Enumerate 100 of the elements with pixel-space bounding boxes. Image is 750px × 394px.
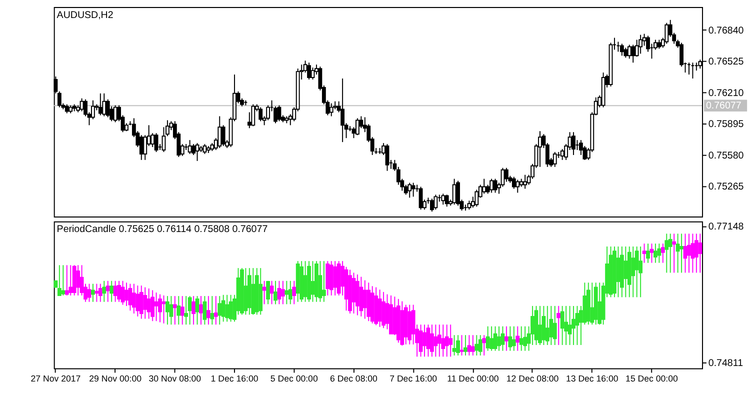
candlestick — [430, 198, 434, 212]
candlestick — [418, 324, 423, 358]
candlestick — [493, 326, 498, 352]
candlestick — [552, 305, 557, 346]
candlestick — [564, 305, 568, 346]
candlestick — [430, 324, 434, 358]
candlestick — [490, 178, 494, 194]
chart-title: AUDUSD,H2 — [56, 10, 114, 21]
candlestick — [139, 134, 144, 160]
x-tick-label: 29 Nov 00:00 — [89, 374, 142, 384]
candlestick — [329, 102, 334, 117]
candlestick — [113, 280, 118, 302]
candlestick — [176, 296, 181, 326]
candlestick — [385, 144, 390, 172]
candlestick — [180, 296, 184, 326]
candlestick — [355, 118, 360, 136]
candlestick — [538, 305, 542, 346]
candlestick — [202, 296, 207, 326]
x-tick-label: 11 Dec 00:00 — [447, 374, 499, 384]
candlestick — [94, 283, 99, 302]
candlestick — [598, 282, 602, 326]
candlestick — [362, 280, 367, 320]
candlestick — [452, 334, 456, 356]
candlestick — [426, 324, 430, 358]
candlestick — [154, 132, 158, 152]
candlestick — [523, 174, 528, 190]
candlestick — [519, 326, 524, 352]
candlestick — [504, 167, 508, 182]
candlestick — [192, 296, 196, 326]
y-tick-label: 0.75895 — [708, 119, 744, 130]
x-tick-label: 13 Dec 16:00 — [566, 374, 618, 384]
candlestick — [218, 116, 222, 149]
chart-title: PeriodCandle 0.75625 0.76114 0.75808 0.76077 — [56, 224, 268, 236]
candlestick — [467, 334, 472, 356]
candlestick — [456, 180, 460, 206]
candlestick — [672, 233, 676, 274]
candlestick — [470, 334, 475, 356]
candlestick — [411, 182, 416, 198]
candlestick — [482, 334, 486, 356]
candlestick — [310, 260, 315, 302]
candlestick — [660, 243, 665, 264]
candlestick — [464, 334, 468, 356]
candlestick — [292, 280, 296, 305]
candlestick — [102, 280, 106, 302]
candlestick — [624, 246, 628, 298]
candlestick — [139, 285, 144, 320]
candlestick — [359, 276, 364, 317]
candlestick — [646, 243, 650, 264]
candlestick — [110, 280, 114, 302]
candlestick — [556, 305, 561, 346]
candlestick — [251, 104, 256, 127]
candlestick — [683, 233, 688, 274]
candlestick — [202, 144, 207, 154]
candlestick — [631, 246, 636, 298]
candlestick — [102, 92, 106, 117]
candlestick — [638, 246, 643, 298]
candlestick — [474, 189, 479, 208]
candlestick — [106, 280, 110, 302]
candlestick — [221, 294, 226, 322]
candlestick — [512, 326, 516, 352]
candlestick — [542, 305, 546, 346]
candlestick — [418, 186, 423, 210]
x-tick-label: 12 Dec 08:00 — [506, 374, 559, 384]
candlestick — [143, 286, 148, 320]
candlestick — [274, 280, 278, 305]
candlestick — [516, 326, 520, 352]
x-tick-label: 5 Dec 00:00 — [270, 374, 318, 384]
candlestick — [698, 233, 702, 274]
candlestick — [444, 194, 449, 208]
y-tick-label: 0.75265 — [708, 182, 744, 193]
candlestick — [270, 280, 274, 305]
candlestick — [676, 233, 680, 274]
candlestick — [497, 326, 501, 352]
ref-line-label: 0.76077 — [706, 100, 742, 112]
candlestick — [195, 296, 200, 326]
candlestick — [650, 243, 654, 264]
x-tick-label: 6 Dec 08:00 — [330, 374, 378, 384]
candlestick — [422, 324, 426, 358]
candlestick — [690, 233, 695, 274]
candlestick — [124, 282, 128, 306]
candlestick — [572, 305, 576, 346]
candlestick — [303, 260, 308, 302]
candlestick — [654, 243, 658, 264]
candlestick — [228, 294, 233, 322]
y-tick-label: 0.76840 — [708, 25, 744, 36]
candlestick — [474, 334, 479, 356]
candlestick — [616, 246, 620, 298]
candlestick — [307, 62, 311, 80]
candlestick — [195, 142, 200, 162]
x-tick-label: 1 Dec 16:00 — [210, 374, 258, 384]
x-tick-label: 7 Dec 16:00 — [390, 374, 438, 384]
candlestick — [490, 326, 494, 352]
candlestick — [434, 324, 438, 358]
candlestick — [91, 283, 95, 302]
candlestick — [664, 22, 669, 44]
candlestick — [508, 326, 512, 352]
candlestick — [221, 124, 226, 147]
candlestick — [352, 272, 356, 314]
candlestick — [266, 104, 270, 121]
candlestick — [288, 280, 292, 305]
